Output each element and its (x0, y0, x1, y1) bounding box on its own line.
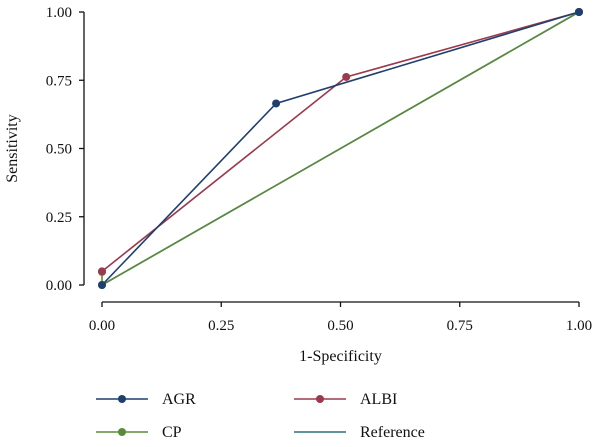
y-tick-label: 0.50 (46, 142, 72, 158)
x-tick-label: 0.75 (447, 318, 473, 334)
axes: 0.00 0.25 0.50 0.75 1.00 0.00 0.25 0.50 0.75 1.00 (46, 5, 592, 334)
x-tick-label: 0.50 (327, 318, 353, 334)
legend-marker-albi (316, 395, 324, 403)
series-line-albi (101, 11, 580, 272)
x-tick-label: 0.25 (208, 318, 234, 334)
legend: AGR ALBI CP Reference (96, 391, 425, 441)
legend-label-albi: ALBI (360, 391, 397, 408)
x-tick-label: 0.00 (89, 318, 115, 334)
point-agr (575, 8, 583, 16)
legend-marker-agr (118, 395, 126, 403)
point-agr (272, 99, 281, 108)
legend-marker-cp (118, 428, 126, 436)
legend-label-reference: Reference (360, 424, 425, 441)
y-tick-label: 1.00 (46, 5, 72, 21)
point-albi (342, 72, 351, 81)
x-tick-label: 1.00 (566, 318, 592, 334)
y-tick-label: 0.75 (46, 73, 72, 89)
plot-area (98, 8, 583, 289)
x-axis-title: 1-Specificity (299, 348, 382, 365)
point-agr (98, 281, 106, 289)
series-line-cp (101, 11, 580, 287)
legend-label-agr: AGR (162, 391, 196, 408)
legend-label-cp: CP (162, 424, 182, 441)
y-tick-label: 0.00 (46, 278, 72, 294)
point-albi (98, 267, 106, 276)
y-axis-title: Sensitivity (4, 114, 21, 182)
y-tick-label: 0.25 (46, 210, 72, 226)
